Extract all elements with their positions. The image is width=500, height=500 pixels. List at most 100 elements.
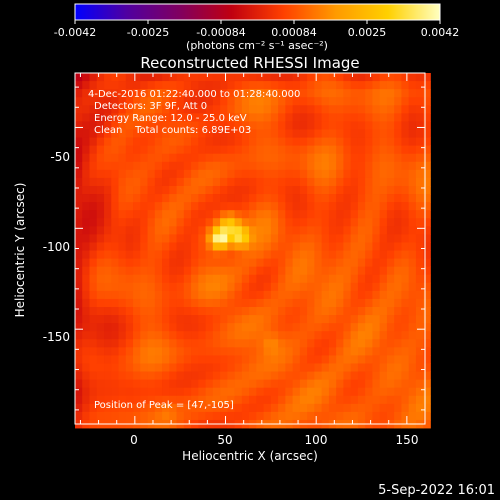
heatmap-cell [307,323,315,332]
heatmap-cell [82,113,90,122]
heatmap-cell [75,387,83,397]
heatmap-cell [336,347,344,356]
heatmap-cell [183,73,192,82]
heatmap-cell [423,347,431,356]
heatmap-cell [307,298,315,308]
heatmap-cell [176,387,185,397]
heatmap-cell [133,250,141,259]
heatmap-cell [401,331,410,340]
heatmap-cell [336,105,344,114]
heatmap-cell [249,331,257,340]
heatmap-cell [96,307,105,316]
heatmap-cell [321,194,330,203]
heatmap-cell [372,315,381,324]
heatmap-cell [241,379,250,389]
heatmap-cell [372,194,381,203]
heatmap-cell [394,274,402,284]
heatmap-cell [328,347,337,356]
heatmap-cell [212,129,221,138]
heatmap-cell [82,226,90,235]
heatmap-cell [133,363,141,372]
heatmap-cell [386,202,395,211]
heatmap-cell [307,371,315,381]
heatmap-cell [227,145,235,155]
heatmap-cell [343,331,352,340]
heatmap-cell [140,161,148,171]
heatmap-cell [285,307,294,316]
heatmap-cell [198,73,206,82]
heatmap-cell [205,411,214,421]
heatmap-cell [169,161,177,171]
heatmap-cell [357,210,366,219]
heatmap-cell [415,266,424,276]
heatmap-cell [75,307,83,316]
heatmap-cell [386,379,395,389]
heatmap-cell [357,105,366,114]
heatmap-cell [401,129,410,138]
heatmap-cell [408,121,417,130]
heatmap-cell [133,395,141,405]
heatmap-cell [191,379,199,389]
heatmap-cell [343,363,352,372]
heatmap-cell [321,307,330,316]
heatmap-cell [386,137,395,147]
heatmap-cell [183,250,192,259]
heatmap-cell [111,185,119,195]
heatmap-cell [328,403,337,413]
heatmap-cell [386,347,395,356]
heatmap-cell [176,266,185,276]
heatmap-cell [336,210,344,219]
heatmap-cell [125,403,134,413]
heatmap-cell [336,387,344,397]
heatmap-cell [220,266,228,276]
heatmap-cell [111,97,119,106]
x-tick-label: 0 [130,433,138,447]
heatmap-cell [270,411,279,421]
heatmap-cell [386,218,395,227]
heatmap-cell [307,129,315,138]
annotation-clean-counts: Clean Total counts: 6.89E+03 [94,125,251,136]
heatmap-cell [357,323,366,332]
heatmap-cell [343,290,352,300]
heatmap-cell [205,113,214,122]
heatmap-cell [220,226,228,235]
heatmap-cell [162,185,170,195]
heatmap-cell [96,97,105,106]
heatmap-cell [343,97,352,106]
heatmap-cell [89,290,98,300]
heatmap-cell [154,210,163,219]
heatmap-cell [212,73,221,82]
heatmap-cell [343,145,352,155]
heatmap-cell [205,315,214,324]
heatmap-cell [350,258,359,268]
heatmap-cell [205,177,214,187]
heatmap-cell [227,355,235,364]
heatmap-cell [220,347,228,356]
heatmap-cell [75,242,83,251]
heatmap-cell [169,73,177,82]
heatmap-cell [263,290,272,300]
heatmap-cell [263,347,272,356]
heatmap-cell [278,395,286,405]
heatmap-cell [125,331,134,340]
heatmap-cell [198,234,206,243]
heatmap-cell [379,258,388,268]
heatmap-cell [372,266,381,276]
heatmap-cell [372,298,381,308]
heatmap-cell [350,331,359,340]
heatmap-cell [415,97,424,106]
heatmap-cell [321,379,330,389]
heatmap-cell [118,97,127,106]
heatmap-cell [372,185,381,195]
heatmap-cell [162,298,170,308]
heatmap-cell [147,266,156,276]
heatmap-cell [365,347,373,356]
heatmap-cell [292,105,301,114]
heatmap-cell [198,290,206,300]
heatmap-cell [198,258,206,268]
heatmap-cell [75,194,83,203]
heatmap-cell [314,202,323,211]
heatmap-cell [379,282,388,292]
heatmap-cell [357,89,366,98]
heatmap-cell [205,403,214,413]
